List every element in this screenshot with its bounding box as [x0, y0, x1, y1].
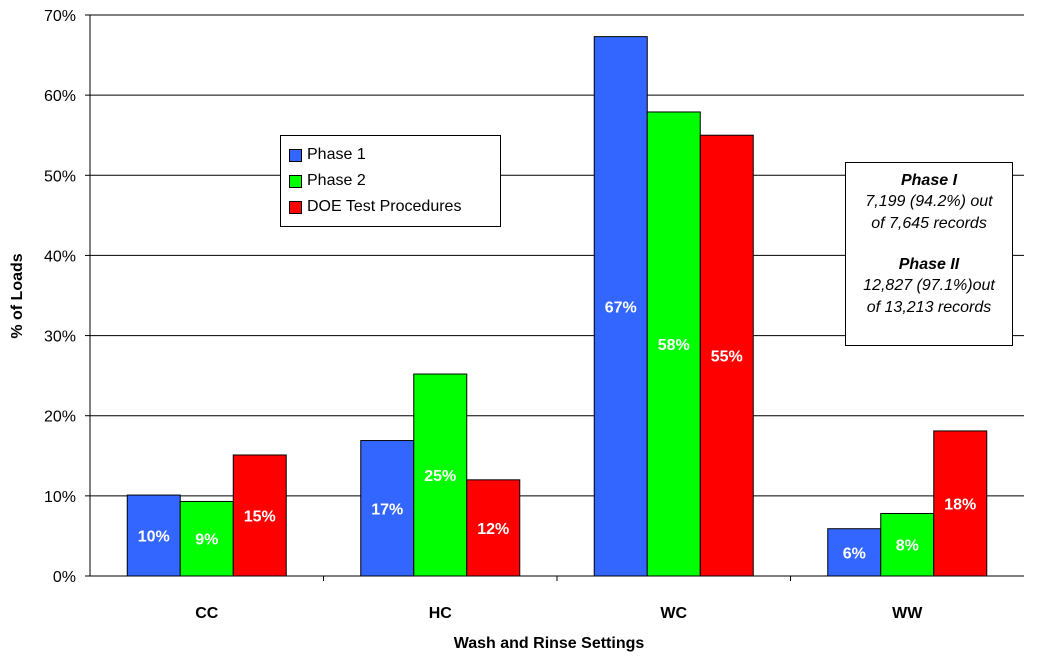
gridlines	[90, 14, 1024, 497]
y-tick-label: 0%	[53, 569, 76, 586]
bar-value-label: 10%	[138, 529, 170, 546]
y-axis-label: % of Loads	[9, 253, 26, 338]
bar	[179, 500, 234, 577]
bar	[880, 512, 935, 577]
phase-1-line-2: of 7,645 records	[871, 215, 987, 232]
legend-swatch	[289, 174, 302, 188]
bar-value-label: 58%	[658, 337, 690, 354]
y-tick-label: 60%	[44, 88, 76, 105]
records-annotation: Phase I 7,199 (94.2%) out of 7,645 recor…	[845, 162, 1013, 346]
y-tick-label: 70%	[44, 8, 76, 25]
bar-value-label: 6%	[843, 545, 866, 562]
bar	[413, 373, 468, 577]
y-axis-ticks: 0% 10% 20% 30% 40% 50% 60% 70%	[44, 8, 90, 586]
bar	[232, 454, 287, 577]
x-tick-label: HC	[429, 605, 453, 622]
bar-value-label: 67%	[605, 299, 637, 316]
bar-value-label: 55%	[711, 349, 743, 366]
bar	[593, 36, 648, 577]
bar	[646, 111, 701, 577]
legend-item-phase-2: Phase 2	[281, 168, 500, 194]
bar	[827, 528, 882, 577]
legend-swatch	[289, 148, 302, 162]
phase-1-title: Phase I	[900, 172, 958, 189]
x-tick-label: CC	[195, 605, 219, 622]
x-axis-ticks: CC HC WC WW	[195, 576, 923, 622]
legend-swatch	[289, 200, 302, 214]
bar-value-label: 25%	[424, 468, 456, 485]
phase-2-title: Phase II	[898, 256, 960, 273]
bar-value-label: 17%	[371, 501, 403, 518]
phase-1-line-1: 7,199 (94.2%) out	[865, 193, 993, 210]
x-tick-label: WW	[892, 605, 923, 622]
bar-value-label: 9%	[195, 532, 218, 549]
legend-label: Phase 2	[307, 172, 366, 189]
legend-label: DOE Test Procedures	[307, 198, 462, 215]
bars	[126, 36, 988, 577]
bar-value-label: 8%	[896, 538, 919, 555]
phase-2-line-2: of 13,213 records	[866, 299, 992, 316]
x-tick-label: WC	[660, 605, 687, 622]
bar	[933, 430, 988, 577]
bar-value-label: 12%	[477, 521, 509, 538]
y-tick-label: 50%	[44, 168, 76, 185]
y-tick-label: 30%	[44, 329, 76, 346]
bar-labels: 10% 9% 15% 17% 25% 12% 67% 58% 55% 6% 8% 18%	[138, 299, 977, 562]
bar	[466, 479, 521, 577]
bar-value-label: 15%	[244, 508, 276, 525]
legend-label: Phase 1	[307, 146, 366, 163]
bar	[699, 134, 754, 577]
x-axis-label: Wash and Rinse Settings	[454, 635, 645, 652]
legend: Phase 1 Phase 2 DOE Test Procedures	[280, 135, 501, 227]
phase-2-line-1: 12,827 (97.1%)out	[863, 277, 995, 294]
y-tick-label: 20%	[44, 409, 76, 426]
y-tick-label: 40%	[44, 248, 76, 265]
legend-item-phase-1: Phase 1	[281, 142, 500, 168]
legend-item-doe: DOE Test Procedures	[281, 194, 500, 220]
bar-value-label: 18%	[944, 496, 976, 513]
y-tick-label: 10%	[44, 489, 76, 506]
bar	[126, 494, 181, 577]
